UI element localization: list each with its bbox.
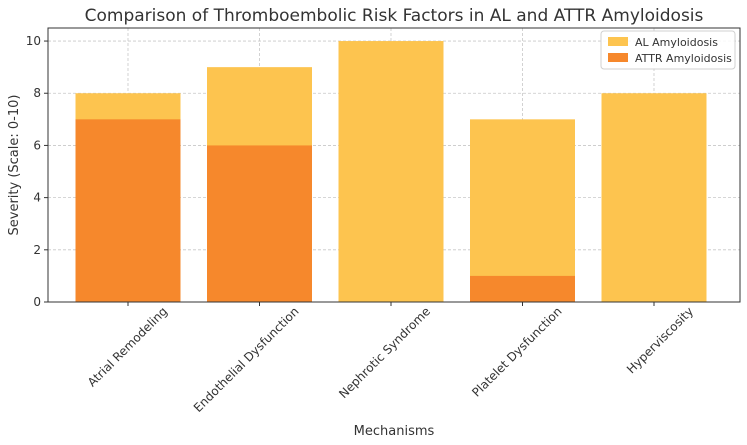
bar-al-3 xyxy=(338,41,444,303)
axes-frame xyxy=(47,27,741,303)
bar-attr-2 xyxy=(207,145,312,302)
legend-label-attr: ATTR Amyloidosis xyxy=(635,52,732,65)
y-tick-label: 8 xyxy=(33,86,41,100)
x-tick-label: Endothelial Dysfunction xyxy=(191,304,302,415)
legend-swatch-attr xyxy=(608,53,628,62)
y-ticks: 0 2 4 6 8 10 xyxy=(26,34,48,309)
x-axis-label: Mechanisms xyxy=(354,424,435,439)
y-tick-label: 0 xyxy=(33,295,41,309)
chart-title: Comparison of Thromboembolic Risk Factor… xyxy=(85,6,704,26)
y-tick-label: 6 xyxy=(33,138,41,152)
x-tick-label: Hyperviscosity xyxy=(624,304,696,376)
y-tick-label: 2 xyxy=(33,243,41,257)
x-ticks: Atrial Remodeling Endothelial Dysfunction… xyxy=(85,302,696,415)
x-tick-label: Platelet Dysfunction xyxy=(469,304,564,399)
bar-attr-1 xyxy=(75,119,181,302)
legend-swatch-al xyxy=(608,37,628,46)
bars xyxy=(75,41,707,303)
y-tick-label: 10 xyxy=(26,34,41,48)
x-tick-label: Atrial Remodeling xyxy=(85,304,170,389)
legend: AL Amyloidosis ATTR Amyloidosis xyxy=(600,30,736,70)
bar-al-4 xyxy=(470,119,575,302)
bar-attr-4 xyxy=(470,275,575,302)
y-axis-label: Severity (Scale: 0-10) xyxy=(7,95,22,236)
y-tick-label: 4 xyxy=(33,191,41,205)
x-tick-label: Nephrotic Syndrome xyxy=(336,304,433,401)
legend-box xyxy=(600,30,736,70)
bar-al-5 xyxy=(601,93,707,302)
legend-label-al: AL Amyloidosis xyxy=(635,36,718,49)
